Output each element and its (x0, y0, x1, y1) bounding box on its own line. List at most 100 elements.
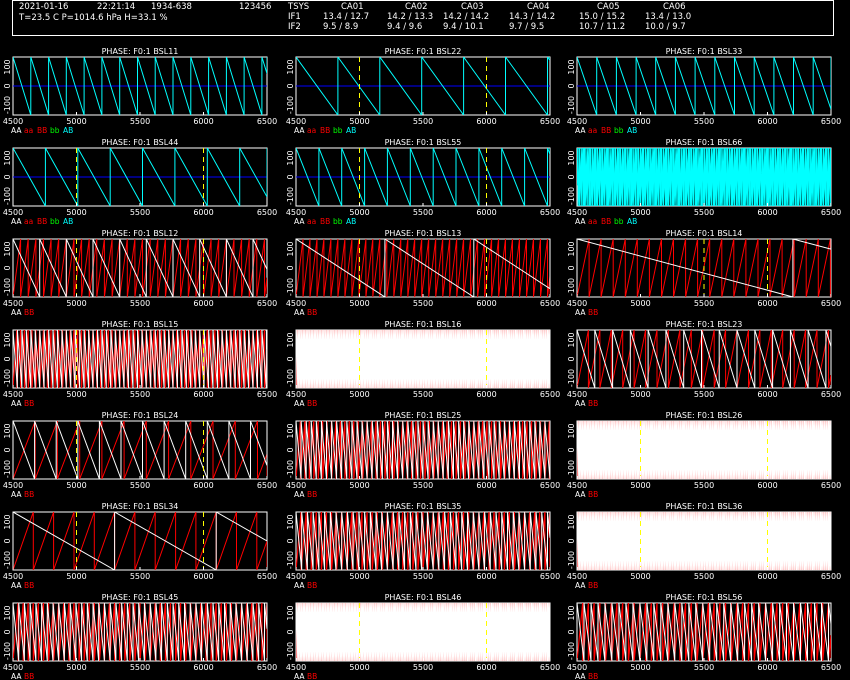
x-tick-label: 5000 (66, 299, 86, 308)
x-tick-label: 6000 (757, 208, 777, 217)
phase-panel: PHASE: F0:1 BSL56 4500 5000 5500 6000 6500 100… (567, 593, 841, 680)
x-tick-label: 5500 (694, 299, 714, 308)
phase-panel: PHASE: F0:1 BSL55 4500 5000 5500 6000 6500 100… (286, 138, 560, 226)
antenna-name: CA04 (527, 2, 550, 12)
x-tick-label: 6000 (476, 663, 496, 672)
x-tick-label: 5500 (694, 117, 714, 126)
x-tick-label: 6500 (257, 390, 277, 399)
y-tick-label: 0 (3, 447, 12, 452)
x-tick-label: 5500 (694, 390, 714, 399)
x-tick-label: 6000 (757, 572, 777, 581)
y-tick-label: 0 (286, 265, 295, 270)
x-tick-label: 6500 (257, 117, 277, 126)
x-tick-label: 6500 (540, 117, 560, 126)
x-tick-label: 4500 (286, 390, 306, 399)
x-tick-label: 6000 (193, 481, 213, 490)
x-tick-label: 4500 (286, 572, 306, 581)
legend-bb: BB (307, 581, 317, 590)
y-tick-label: 100 (567, 241, 576, 256)
time-text: 22:21:14 (97, 2, 136, 12)
antenna-if2: 9.5 / 8.9 (323, 22, 359, 32)
legend-bb: BB (307, 399, 317, 408)
legend-bb: BB (320, 126, 330, 135)
panel-title: PHASE: F0:1 BSL33 (666, 47, 743, 56)
phase-panel: PHASE: F0:1 BSL26 4500 5000 5500 6000 6500 100… (567, 411, 841, 499)
x-tick-label: 5000 (630, 663, 650, 672)
x-tick-label: 6000 (193, 299, 213, 308)
antenna-if1: 14.3 / 14.2 (509, 12, 556, 22)
legend-bb: bb (614, 126, 624, 135)
x-tick-label: 4500 (286, 208, 306, 217)
legend-bb: BB (24, 308, 34, 317)
legend-aa: AA (294, 399, 305, 408)
plot-frame (12, 511, 268, 571)
x-tick-label: 5000 (349, 481, 369, 490)
x-tick-label: 5000 (630, 572, 650, 581)
legend-bb: BB (24, 672, 34, 680)
x-tick-label: 5500 (130, 390, 150, 399)
panel-title: PHASE: F0:1 BSL23 (666, 320, 743, 329)
if1-label: IF1 (288, 12, 301, 22)
y-tick-label: 0 (286, 538, 295, 543)
y-tick-label: 100 (286, 514, 295, 529)
x-tick-label: 5000 (349, 117, 369, 126)
series-AA (13, 421, 267, 479)
x-tick-label: 5000 (630, 117, 650, 126)
y-tick-label: -100 (567, 96, 576, 114)
x-tick-label: 6500 (821, 299, 841, 308)
x-tick-label: 6500 (821, 572, 841, 581)
series-AB (296, 57, 550, 115)
x-tick-label: 5500 (694, 481, 714, 490)
x-tick-label: 6000 (476, 208, 496, 217)
x-tick-label: 5000 (349, 663, 369, 672)
y-tick-label: 0 (567, 265, 576, 270)
panel-title: PHASE: F0:1 BSL44 (102, 138, 179, 147)
antenna-name: CA03 (461, 2, 484, 12)
series-AA (577, 603, 831, 661)
x-tick-label: 5000 (66, 572, 86, 581)
legend-ab: AB (346, 217, 356, 226)
y-tick-label: 100 (567, 605, 576, 620)
x-tick-label: 6500 (257, 572, 277, 581)
phase-panel: PHASE: F0:1 BSL22 4500 5000 5500 6000 6500 100… (286, 47, 560, 135)
y-tick-label: 100 (567, 332, 576, 347)
y-tick-label: -100 (286, 642, 295, 660)
legend-aa: AA (294, 308, 305, 317)
legend-bb: BB (37, 217, 47, 226)
y-tick-label: -100 (567, 369, 576, 387)
weather-text: T=23.5 C P=1014.6 hPa H=33.1 % (19, 13, 168, 23)
phase-panel: PHASE: F0:1 BSL35 4500 5000 5500 6000 6500 100… (286, 502, 560, 590)
phase-panel: PHASE: F0:1 BSL23 4500 5000 5500 6000 6500 100… (567, 320, 841, 408)
x-tick-label: 6500 (821, 117, 841, 126)
series-BB (577, 330, 831, 388)
phase-panel: PHASE: F0:1 BSL34 4500 5000 5500 6000 6500 100… (3, 502, 277, 590)
x-tick-label: 6000 (476, 390, 496, 399)
panel-title: PHASE: F0:1 BSL66 (666, 138, 743, 147)
x-tick-label: 4500 (3, 299, 23, 308)
legend-bb: BB (601, 126, 611, 135)
series-AA (577, 239, 831, 297)
series-AA (577, 512, 831, 570)
legend-aa: AA (294, 581, 305, 590)
x-tick-label: 6500 (821, 663, 841, 672)
series-AB (296, 148, 550, 206)
series-AB-extra (577, 148, 831, 206)
legend-ab: AB (627, 126, 637, 135)
phase-panel: PHASE: F0:1 BSL25 4500 5000 5500 6000 6500 100… (286, 411, 560, 499)
y-tick-label: 0 (567, 356, 576, 361)
legend-bb: BB (588, 490, 598, 499)
series-AA (13, 239, 267, 297)
antenna-if2: 9.4 / 9.6 (387, 22, 423, 32)
x-tick-label: 5000 (349, 572, 369, 581)
legend-aa: AA (11, 126, 22, 135)
panel-title: PHASE: F0:1 BSL45 (102, 593, 179, 602)
x-tick-label: 5000 (349, 390, 369, 399)
phase-panel: PHASE: F0:1 BSL14 4500 5000 5500 6000 6500 100… (567, 229, 841, 317)
x-tick-label: 4500 (286, 663, 306, 672)
x-tick-label: 5500 (130, 299, 150, 308)
y-tick-label: -100 (567, 642, 576, 660)
y-tick-label: 100 (567, 514, 576, 529)
antenna-if2: 10.0 / 9.7 (645, 22, 686, 32)
x-tick-label: 4500 (567, 117, 587, 126)
